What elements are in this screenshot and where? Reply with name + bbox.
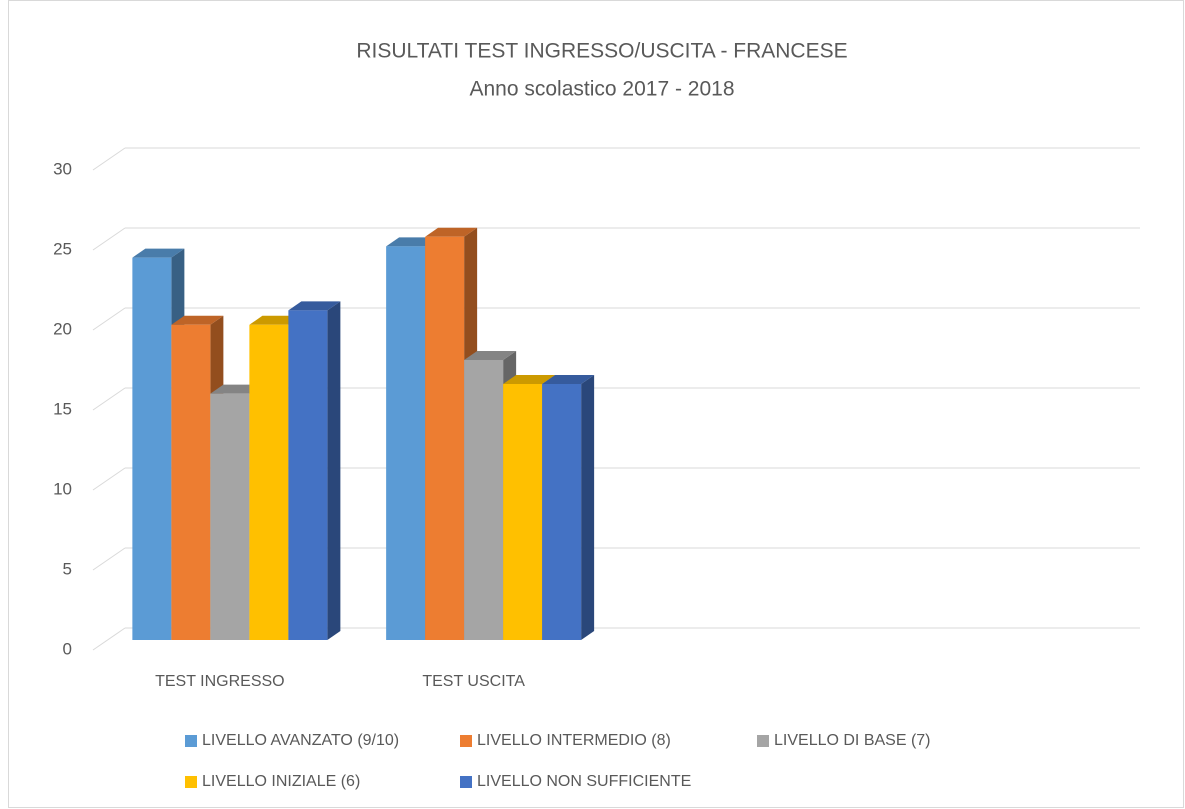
- bar-front: [503, 384, 543, 640]
- bar-front: [210, 393, 250, 640]
- bar-top: [288, 301, 341, 311]
- bar: [542, 375, 595, 640]
- bar: [288, 301, 341, 640]
- x-tick-label: TEST USCITA: [422, 673, 525, 690]
- grid-line-side: [92, 147, 126, 171]
- grid-line-side: [92, 227, 126, 251]
- grid-line-side: [92, 467, 126, 491]
- bar-front: [171, 324, 211, 640]
- legend-label: LIVELLO INTERMEDIO (8): [477, 732, 671, 749]
- bar-front: [132, 257, 172, 640]
- bar-front: [288, 310, 328, 640]
- legend-label: LIVELLO NON SUFFICIENTE: [477, 773, 691, 790]
- chart-subtitle: Anno scolastico 2017 - 2018: [469, 78, 734, 101]
- y-tick-label: 15: [53, 399, 72, 418]
- legend-swatch: [460, 735, 472, 747]
- bar-top: [171, 315, 224, 325]
- bar-side: [327, 301, 341, 640]
- legend-swatch: [757, 735, 769, 747]
- grid-line-side: [92, 627, 126, 651]
- bar-top: [542, 375, 595, 384]
- legend-swatch: [460, 776, 472, 788]
- y-tick-label: 5: [63, 559, 72, 578]
- legend-label: LIVELLO DI BASE (7): [774, 732, 931, 749]
- y-tick-label: 30: [53, 159, 72, 178]
- bar-front: [425, 236, 465, 641]
- grid-line-side: [92, 547, 126, 571]
- y-tick-label: 10: [53, 479, 72, 498]
- bar-front: [464, 360, 504, 640]
- legend-swatch: [185, 735, 197, 747]
- y-tick-label: 25: [53, 239, 72, 258]
- legend-label: LIVELLO INIZIALE (6): [202, 773, 360, 790]
- bar-top: [425, 227, 478, 237]
- grid-line-side: [92, 387, 126, 411]
- bar-front: [386, 246, 426, 640]
- y-tick-label: 0: [63, 639, 72, 658]
- bar-top: [464, 351, 517, 360]
- y-tick-label: 20: [53, 319, 72, 338]
- bar-side: [581, 375, 595, 640]
- bar-top: [132, 248, 185, 258]
- chart-title: RISULTATI TEST INGRESSO/USCITA - FRANCES…: [356, 40, 847, 63]
- bar-front: [249, 324, 289, 640]
- bar-top: [503, 375, 556, 384]
- legend-swatch: [185, 776, 197, 788]
- x-tick-label: TEST INGRESSO: [155, 673, 285, 690]
- bar-front: [542, 384, 582, 640]
- legend-label: LIVELLO AVANZATO (9/10): [202, 732, 399, 749]
- grid-line-side: [92, 307, 126, 331]
